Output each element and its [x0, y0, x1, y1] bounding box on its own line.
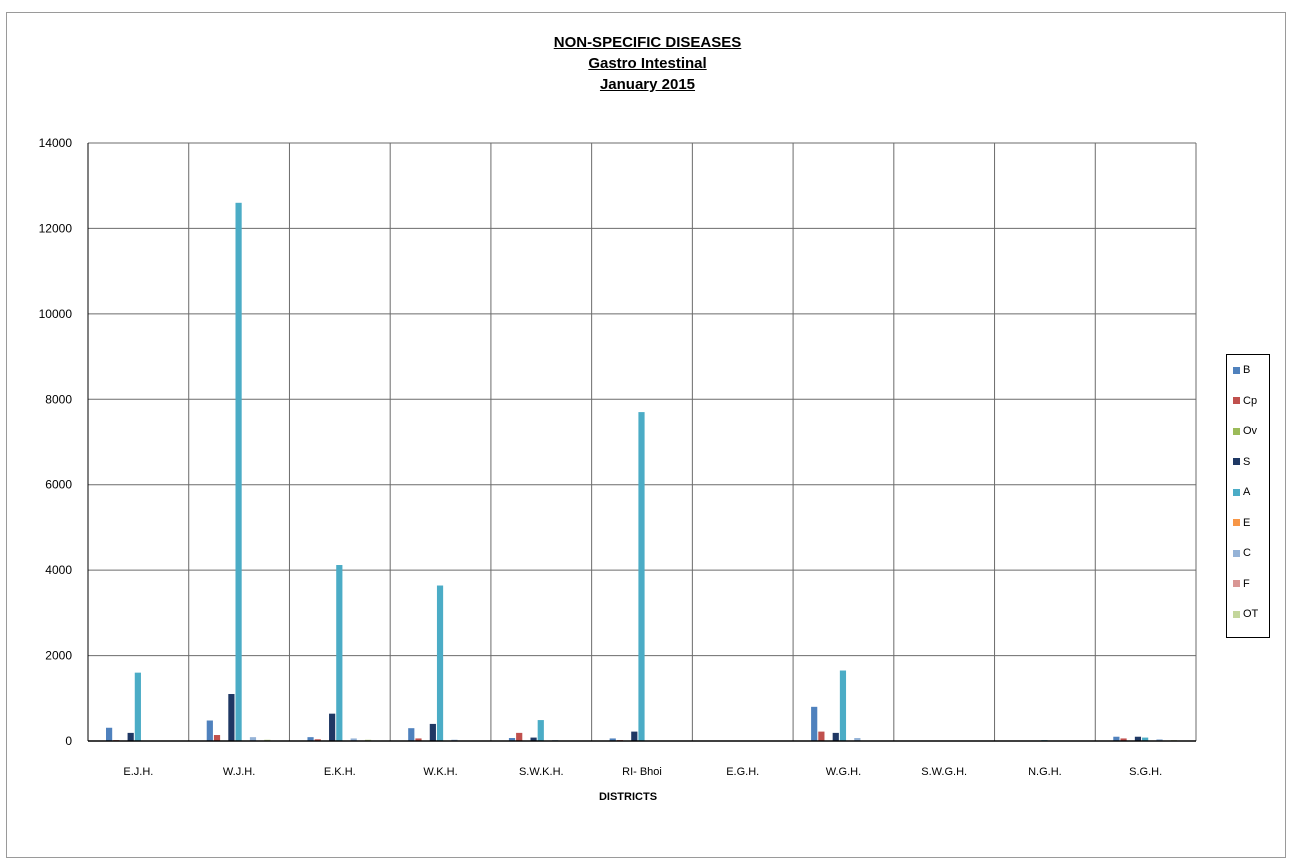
bar-s-6 — [631, 731, 638, 741]
legend-label: Ov — [1243, 425, 1258, 437]
bar-s-2 — [228, 694, 235, 741]
legend-swatch — [1233, 610, 1240, 618]
legend-item-ov: Ov — [1233, 424, 1257, 438]
chart-legend: B Cp Ov S A E C F OT — [1226, 354, 1270, 638]
y-tick-label: 4000 — [45, 563, 72, 577]
legend-item-c: C — [1233, 546, 1251, 560]
bar-cp-8 — [818, 731, 825, 741]
legend-swatch — [1233, 397, 1240, 404]
bar-a-1 — [134, 672, 141, 741]
bar-cp-4 — [415, 738, 422, 741]
legend-swatch — [1233, 427, 1240, 435]
bar-b-2 — [206, 720, 213, 741]
x-category-label: E.J.H. — [123, 766, 153, 778]
y-tick-label: 14000 — [39, 136, 73, 150]
bar-a-4 — [436, 585, 444, 741]
bar-b-1 — [106, 727, 113, 741]
bar-c-2 — [249, 737, 257, 741]
legend-item-s: S — [1233, 455, 1250, 469]
chart-subtitle: Gastro Intestinal — [588, 55, 707, 72]
legend-swatch — [1233, 366, 1240, 374]
legend-item-b: B — [1233, 363, 1250, 377]
x-category-label: S.W.G.H. — [921, 766, 967, 778]
chart-period: January 2015 — [599, 76, 696, 93]
legend-label: C — [1243, 547, 1251, 559]
legend-item-a: A — [1233, 485, 1250, 499]
legend-item-cp: Cp — [1233, 394, 1257, 408]
bar-c-3 — [350, 738, 357, 741]
y-tick-label: 0 — [65, 734, 72, 748]
y-tick-label: 12000 — [39, 221, 73, 235]
x-category-label: W.J.H. — [223, 766, 255, 778]
bar-b-6 — [609, 738, 616, 741]
bar-a-11 — [1142, 737, 1149, 741]
legend-swatch — [1233, 549, 1240, 557]
legend-swatch — [1233, 458, 1240, 465]
x-category-label: N.G.H. — [1028, 766, 1062, 778]
bar-s-5 — [530, 737, 537, 741]
bar-c-8 — [854, 738, 861, 741]
y-tick-label: 10000 — [39, 307, 73, 321]
bar-b-11 — [1113, 736, 1120, 741]
bar-s-11 — [1134, 736, 1142, 741]
bar-s-1 — [127, 732, 134, 741]
bar-s-4 — [429, 723, 436, 741]
bar-b-4 — [408, 728, 415, 741]
legend-item-e: E — [1233, 516, 1250, 530]
legend-item-f: F — [1233, 577, 1250, 591]
bar-a-8 — [839, 670, 847, 741]
legend-swatch — [1233, 519, 1240, 526]
legend-swatch — [1233, 488, 1240, 496]
chart-title: NON-SPECIFIC DISEASES — [553, 34, 742, 51]
bar-b-8 — [811, 706, 818, 741]
x-category-label: S.G.H. — [1129, 766, 1162, 778]
legend-swatch — [1233, 580, 1240, 587]
bar-cp-5 — [516, 732, 523, 741]
bar-a-3 — [336, 565, 343, 741]
bar-cp-2 — [213, 735, 221, 741]
bar-a-6 — [638, 412, 645, 741]
x-category-label: W.G.H. — [826, 766, 861, 778]
x-category-label: W.K.H. — [423, 766, 457, 778]
y-tick-label: 8000 — [45, 392, 72, 406]
legend-label: E — [1243, 516, 1251, 529]
legend-item-ot: OT — [1233, 607, 1258, 621]
x-category-label: RI- Bhoi — [622, 766, 662, 778]
y-tick-label: 2000 — [45, 649, 72, 663]
bar-c-11 — [1156, 739, 1163, 741]
legend-label: F — [1243, 577, 1250, 590]
legend-label: OT — [1243, 608, 1259, 620]
x-category-label: E.G.H. — [726, 766, 759, 778]
legend-label: A — [1243, 486, 1251, 498]
bar-cp-11 — [1120, 738, 1127, 741]
legend-label: Cp — [1243, 394, 1258, 407]
chart-frame — [6, 12, 1286, 858]
legend-label: B — [1243, 364, 1251, 376]
x-category-label: S.W.K.H. — [519, 766, 564, 778]
bar-cp-3 — [314, 739, 321, 741]
bar-s-8 — [832, 732, 839, 741]
legend-label: S — [1243, 455, 1251, 468]
bar-b-3 — [307, 737, 314, 741]
bar-a-5 — [537, 720, 544, 741]
bar-a-2 — [235, 202, 242, 742]
x-category-label: E.K.H. — [324, 766, 356, 778]
bar-b-5 — [508, 738, 516, 741]
y-tick-label: 6000 — [45, 478, 72, 492]
x-axis-title: DISTRICTS — [599, 791, 657, 803]
bar-s-3 — [329, 713, 336, 741]
